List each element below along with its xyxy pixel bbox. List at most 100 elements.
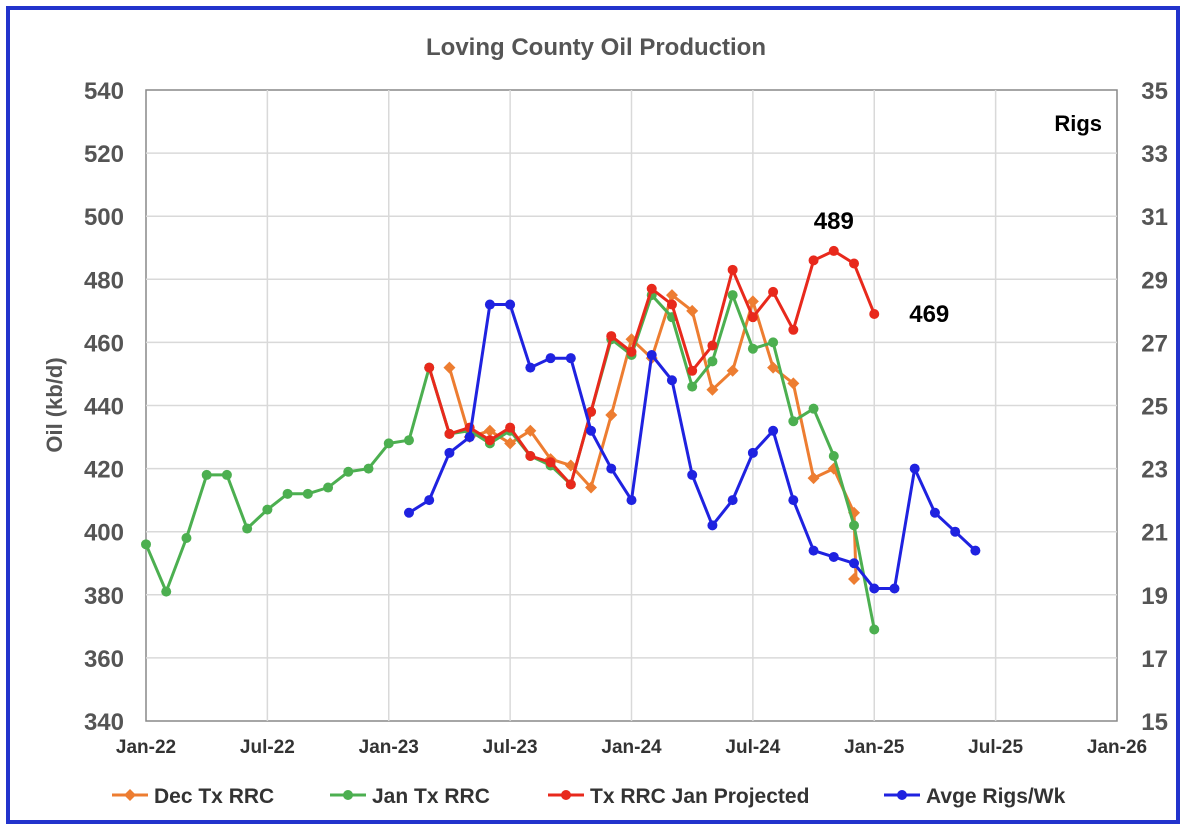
y-tick-label: 360 (84, 646, 124, 673)
annotation-label: 469 (909, 301, 949, 328)
legend-item: Avge Rigs/Wk (884, 785, 1066, 808)
y2-tick-label: 23 (1141, 457, 1168, 484)
data-point (687, 469, 698, 480)
y2-tick-label: 35 (1141, 78, 1168, 105)
series-tx-rrc-jan-projected (424, 245, 880, 490)
y-tick-label: 400 (84, 520, 124, 547)
data-point (483, 424, 496, 437)
series-group (141, 245, 981, 635)
x-tick-label: Jul-22 (240, 737, 295, 758)
data-point (262, 504, 273, 515)
data-point (282, 488, 293, 499)
data-point (424, 495, 435, 506)
data-point (585, 481, 598, 494)
data-point (787, 377, 800, 390)
legend-label: Jan Tx RRC (372, 785, 490, 808)
data-point (869, 583, 880, 594)
data-point (524, 424, 537, 437)
data-point (444, 447, 455, 458)
x-tick-label: Jan-26 (1087, 737, 1147, 758)
grid-lines (146, 90, 1117, 721)
legend-swatch-marker (343, 790, 353, 800)
annotations: 489 469 (814, 208, 950, 328)
data-point (525, 450, 536, 461)
y-tick-label: 460 (84, 330, 124, 357)
y2-tick-label: 33 (1141, 141, 1168, 168)
data-point (869, 624, 880, 635)
data-point (665, 289, 678, 302)
data-point (768, 337, 779, 348)
data-point (666, 299, 677, 310)
y-tick-label: 420 (84, 457, 124, 484)
data-point (746, 295, 759, 308)
x-axis-ticks: Jan-22 Jul-22 Jan-23 Jul-23 Jan-24 Jul-24 Jan-… (116, 737, 1147, 758)
data-point (302, 488, 313, 499)
data-point (727, 290, 738, 301)
data-point (727, 495, 738, 506)
data-point (646, 283, 657, 294)
x-tick-label: Jul-25 (968, 737, 1023, 758)
data-point (403, 435, 414, 446)
data-point (565, 353, 576, 364)
y2-tick-label: 17 (1141, 646, 1168, 673)
data-point (221, 469, 232, 480)
y2-axis-ticks: 35 33 31 29 27 25 23 21 19 17 15 (1141, 78, 1168, 736)
data-point (343, 466, 354, 477)
y-tick-label: 440 (84, 394, 124, 421)
y-tick-label: 380 (84, 583, 124, 610)
data-point (626, 346, 637, 357)
data-point (242, 523, 253, 534)
data-point (706, 383, 719, 396)
data-point (686, 304, 699, 317)
x-tick-label: Jan-25 (844, 737, 905, 758)
data-point (768, 286, 779, 297)
data-point (161, 586, 172, 597)
data-point (707, 356, 718, 367)
data-point (505, 422, 516, 433)
data-point (606, 331, 617, 342)
data-point (828, 450, 839, 461)
data-point (525, 362, 536, 373)
data-point (444, 428, 455, 439)
data-point (586, 425, 597, 436)
data-point (141, 539, 151, 550)
data-point (726, 364, 739, 377)
data-point (484, 435, 495, 446)
data-point (504, 437, 517, 450)
data-point (605, 408, 618, 421)
data-point (565, 479, 576, 490)
legend: Dec Tx RRC Jan Tx RRC Tx RRC Jan Projected… (112, 785, 1066, 808)
data-point (808, 255, 819, 266)
data-point (464, 432, 475, 443)
data-point (727, 264, 738, 275)
data-point (788, 324, 799, 335)
data-point (828, 551, 839, 562)
data-point (323, 482, 334, 493)
data-point (828, 245, 839, 256)
data-point (403, 507, 414, 518)
x-tick-label: Jul-24 (725, 737, 780, 758)
data-point (606, 463, 617, 474)
data-point (443, 361, 456, 374)
y-tick-label: 480 (84, 267, 124, 294)
x-tick-label: Jul-23 (483, 737, 538, 758)
y2-tick-label: 15 (1141, 709, 1168, 736)
data-point (666, 375, 677, 386)
y-tick-label: 500 (84, 204, 124, 231)
data-point (586, 406, 597, 417)
data-point (505, 299, 516, 310)
data-point (707, 340, 718, 351)
y2-tick-label: 21 (1141, 520, 1168, 547)
annotation-label: 489 (814, 208, 854, 235)
series-avge-rigs-wk (403, 299, 981, 594)
data-point (687, 381, 698, 392)
data-point (929, 507, 940, 518)
data-point (808, 545, 819, 556)
data-point (747, 312, 758, 323)
x-tick-label: Jan-23 (359, 737, 419, 758)
data-point (626, 495, 637, 506)
y-tick-label: 540 (84, 78, 124, 105)
legend-label: Dec Tx RRC (154, 785, 274, 808)
data-point (889, 583, 900, 594)
